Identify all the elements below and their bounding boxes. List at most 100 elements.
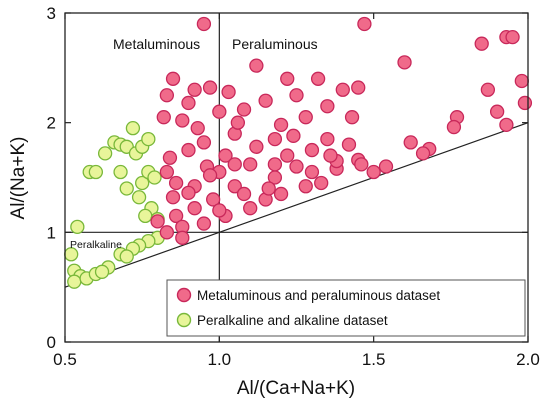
x-tick-label: 1.0: [208, 350, 232, 369]
axis-ticks: 0.5 1.0 1.5 2.0 0 1 2 3: [47, 4, 540, 369]
point-metaluminous: [366, 164, 381, 180]
point-metaluminous: [489, 104, 505, 119]
point-metaluminous: [202, 168, 218, 183]
point-metaluminous: [156, 110, 171, 125]
point-metaluminous: [320, 99, 335, 114]
point-metaluminous: [227, 179, 242, 194]
point-metaluminous: [202, 80, 218, 95]
point-metaluminous: [196, 216, 212, 231]
point-metaluminous: [499, 117, 514, 133]
point-metaluminous: [320, 131, 335, 147]
point-metaluminous: [212, 104, 227, 119]
peralkaline-label: Peralkaline: [70, 239, 122, 251]
point-metaluminous: [397, 55, 412, 70]
point-metaluminous: [344, 110, 360, 125]
point-metaluminous: [181, 95, 196, 111]
legend-label-metaluminous: Metaluminous and peraluminous dataset: [197, 288, 440, 303]
point-metaluminous: [162, 150, 178, 165]
y-tick-label: 2: [47, 114, 56, 133]
point-metaluminous: [273, 117, 289, 133]
point-peralkaline: [141, 131, 156, 147]
point-peralkaline: [138, 208, 153, 224]
point-metaluminous: [218, 148, 233, 163]
point-metaluminous: [304, 142, 320, 158]
legend-marker-metaluminous: [176, 287, 192, 303]
y-tick-label: 0: [47, 333, 56, 352]
point-metaluminous: [196, 16, 212, 32]
point-metaluminous: [227, 157, 242, 172]
point-metaluminous: [159, 164, 175, 180]
point-metaluminous: [298, 179, 313, 194]
point-metaluminous: [181, 142, 196, 158]
point-metaluminous: [304, 164, 320, 180]
point-metaluminous: [221, 84, 236, 100]
plot-frame: [64, 12, 529, 343]
point-metaluminous: [514, 73, 529, 89]
point-peralkaline: [97, 146, 113, 161]
point-metaluminous: [354, 157, 369, 172]
point-metaluminous: [261, 181, 276, 196]
point-metaluminous: [175, 230, 190, 245]
point-metaluminous: [243, 201, 258, 216]
point-metaluminous: [474, 36, 489, 51]
point-metaluminous: [249, 139, 264, 154]
point-peralkaline: [125, 120, 141, 136]
point-metaluminous: [181, 185, 196, 201]
point-metaluminous: [267, 157, 283, 172]
point-metaluminous: [357, 16, 372, 32]
point-metaluminous: [190, 120, 205, 136]
point-metaluminous: [175, 113, 190, 128]
y-axis-title: Al/(Na+K): [8, 137, 29, 220]
point-metaluminous: [159, 225, 175, 240]
point-metaluminous: [243, 157, 258, 172]
point-metaluminous: [165, 190, 181, 205]
point-metaluminous: [505, 29, 520, 45]
data-points: [64, 16, 533, 289]
x-tick-label: 0.5: [53, 350, 77, 369]
point-metaluminous: [249, 58, 264, 73]
point-peralkaline: [94, 264, 110, 279]
point-metaluminous: [335, 82, 350, 97]
point-peralkaline: [67, 274, 82, 289]
point-metaluminous: [378, 159, 394, 174]
legend-label-peralkaline: Peralkaline and alkaline dataset: [197, 313, 388, 328]
metaluminous-label: Metaluminous: [113, 36, 200, 52]
point-metaluminous: [236, 186, 252, 202]
point-metaluminous: [341, 137, 357, 152]
point-metaluminous: [289, 88, 304, 103]
point-metaluminous: [168, 175, 184, 191]
point-peralkaline: [119, 181, 134, 196]
point-metaluminous: [187, 201, 202, 216]
point-metaluminous: [187, 82, 202, 97]
point-metaluminous: [351, 80, 366, 95]
point-metaluminous: [480, 82, 496, 97]
point-metaluminous: [230, 115, 246, 130]
x-tick-label: 2.0: [516, 350, 540, 369]
point-metaluminous: [403, 135, 418, 150]
point-metaluminous: [280, 148, 295, 163]
peraluminous-label: Peraluminous: [232, 36, 318, 52]
point-metaluminous: [267, 131, 283, 147]
point-metaluminous: [206, 192, 221, 207]
point-metaluminous: [286, 128, 301, 143]
point-metaluminous: [280, 71, 295, 86]
legend-box: [166, 279, 526, 337]
point-metaluminous: [446, 119, 462, 135]
point-peralkaline: [135, 175, 150, 191]
point-metaluminous: [150, 214, 165, 229]
point-peralkaline: [119, 249, 134, 264]
point-peralkaline: [88, 164, 104, 180]
point-metaluminous: [258, 93, 273, 108]
point-metaluminous: [314, 175, 329, 191]
point-metaluminous: [165, 71, 181, 86]
point-metaluminous: [168, 208, 184, 224]
x-tick-label: 1.5: [362, 350, 386, 369]
point-metaluminous: [310, 71, 326, 86]
y-tick-label: 1: [47, 223, 56, 242]
point-peralkaline: [70, 219, 85, 235]
point-peralkaline: [131, 190, 147, 205]
legend-marker-peralkaline: [176, 312, 192, 328]
point-metaluminous: [415, 146, 431, 161]
point-metaluminous: [517, 95, 533, 111]
